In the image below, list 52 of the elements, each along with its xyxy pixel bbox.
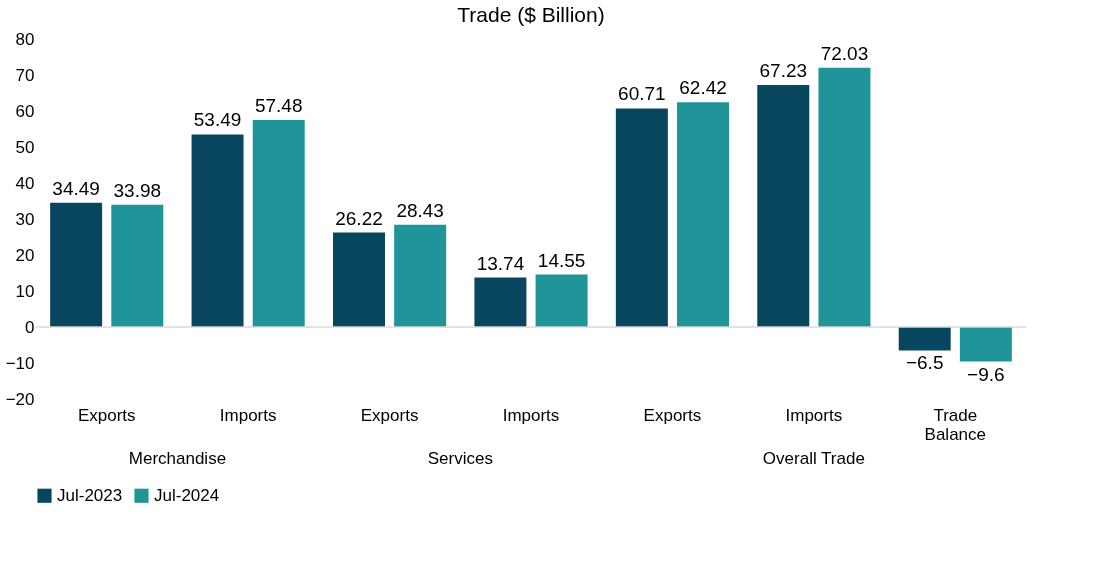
data-label: 67.23 [759, 59, 808, 81]
x-tick-label: Exports [360, 405, 419, 425]
bar [898, 327, 951, 351]
x-tick-label: Trade Balance [924, 405, 986, 444]
text: Services [427, 449, 493, 468]
x-tick-label: Imports [219, 405, 277, 425]
y-tick-label: −20 [5, 389, 35, 409]
data-label: 60.71 [618, 83, 666, 105]
legend-label: Jul-2023 [57, 485, 123, 505]
data-label: −9.6 [967, 363, 1005, 385]
x-tick-label: Imports [502, 405, 560, 425]
y-tick-label: 60 [15, 101, 35, 121]
bar [252, 120, 305, 327]
data-label: 53.49 [193, 109, 242, 131]
bar [535, 274, 588, 327]
data-label: 14.55 [537, 249, 586, 271]
data-label: 13.74 [476, 252, 525, 274]
y-tick-label: 50 [15, 137, 35, 157]
data-label: 33.98 [113, 179, 162, 201]
bar [959, 327, 1012, 362]
bar [818, 67, 871, 327]
bar [615, 108, 668, 327]
y-tick-label: 70 [15, 65, 35, 85]
bar [474, 277, 527, 327]
data-label: 72.03 [820, 42, 869, 64]
data-label: −6.5 [905, 352, 944, 374]
y-tick-label: 80 [15, 29, 35, 49]
bar [191, 134, 244, 327]
bar [677, 102, 729, 327]
y-tick-label: −10 [5, 353, 35, 373]
bar [50, 202, 103, 327]
y-tick-label: 40 [15, 173, 35, 193]
x-tick-label: Imports [785, 405, 843, 425]
bar [111, 204, 164, 327]
y-tick-label: 0 [25, 317, 35, 337]
data-label: 57.48 [254, 95, 303, 117]
data-label: 28.43 [396, 199, 444, 221]
bar [757, 84, 810, 327]
text: Merchandise [128, 449, 227, 468]
y-tick-label: 30 [15, 209, 35, 229]
data-label: 62.42 [679, 77, 727, 99]
data-label: 26.22 [335, 207, 383, 229]
x-tick-label: Exports [643, 405, 702, 425]
text: Overall Trade [762, 449, 865, 468]
bar [333, 232, 385, 327]
y-tick-label: 20 [15, 245, 35, 265]
bar [394, 224, 447, 327]
chart-title: Trade ($ Billion) [457, 3, 605, 26]
data-label: 34.49 [52, 177, 100, 199]
legend-label: Jul-2024 [154, 485, 220, 505]
y-tick-label: 10 [15, 281, 35, 301]
x-tick-label: Exports [77, 405, 136, 425]
